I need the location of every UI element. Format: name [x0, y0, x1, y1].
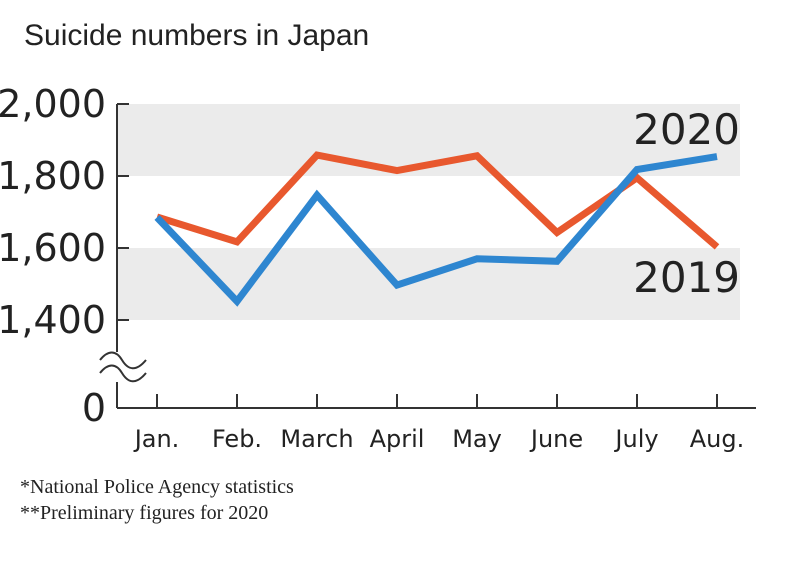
x-tick-label: Feb.	[212, 425, 262, 453]
x-tick-label: July	[613, 425, 658, 453]
series-line-2020	[154, 153, 718, 307]
x-tick-label: March	[280, 425, 353, 453]
y-tick-label: 1,800	[0, 154, 106, 198]
chart-title: Suicide numbers in Japan	[24, 19, 369, 52]
grid-bands	[117, 104, 740, 320]
footnote: *National Police Agency statistics	[20, 476, 294, 498]
axis-break-mark	[99, 351, 147, 370]
x-tick-label: May	[452, 425, 502, 453]
series-labels: 2019 2020	[633, 105, 740, 302]
y-tick-label: 1,400	[0, 298, 106, 342]
x-tick-label: Aug.	[690, 425, 745, 453]
footnote: **Preliminary figures for 2020	[20, 502, 268, 524]
axes	[99, 104, 756, 409]
x-tick-label: April	[370, 425, 425, 453]
series-label-2020: 2020	[633, 105, 740, 154]
tick-labels: 0 1,400 1,600 1,800 2,000 Jan. Feb. March April M…	[0, 82, 744, 453]
footnotes: *National Police Agency statistics **Prel…	[20, 476, 294, 524]
y-tick-label: 0	[82, 386, 106, 430]
y-tick-label: 2,000	[0, 82, 106, 126]
x-tick-label: Jan.	[133, 425, 180, 453]
y-tick-label: 1,600	[0, 226, 106, 270]
x-tick-label: June	[529, 425, 583, 453]
axis-break-mark	[99, 364, 147, 383]
series-label-2019: 2019	[633, 253, 740, 302]
series-lines	[154, 151, 720, 307]
